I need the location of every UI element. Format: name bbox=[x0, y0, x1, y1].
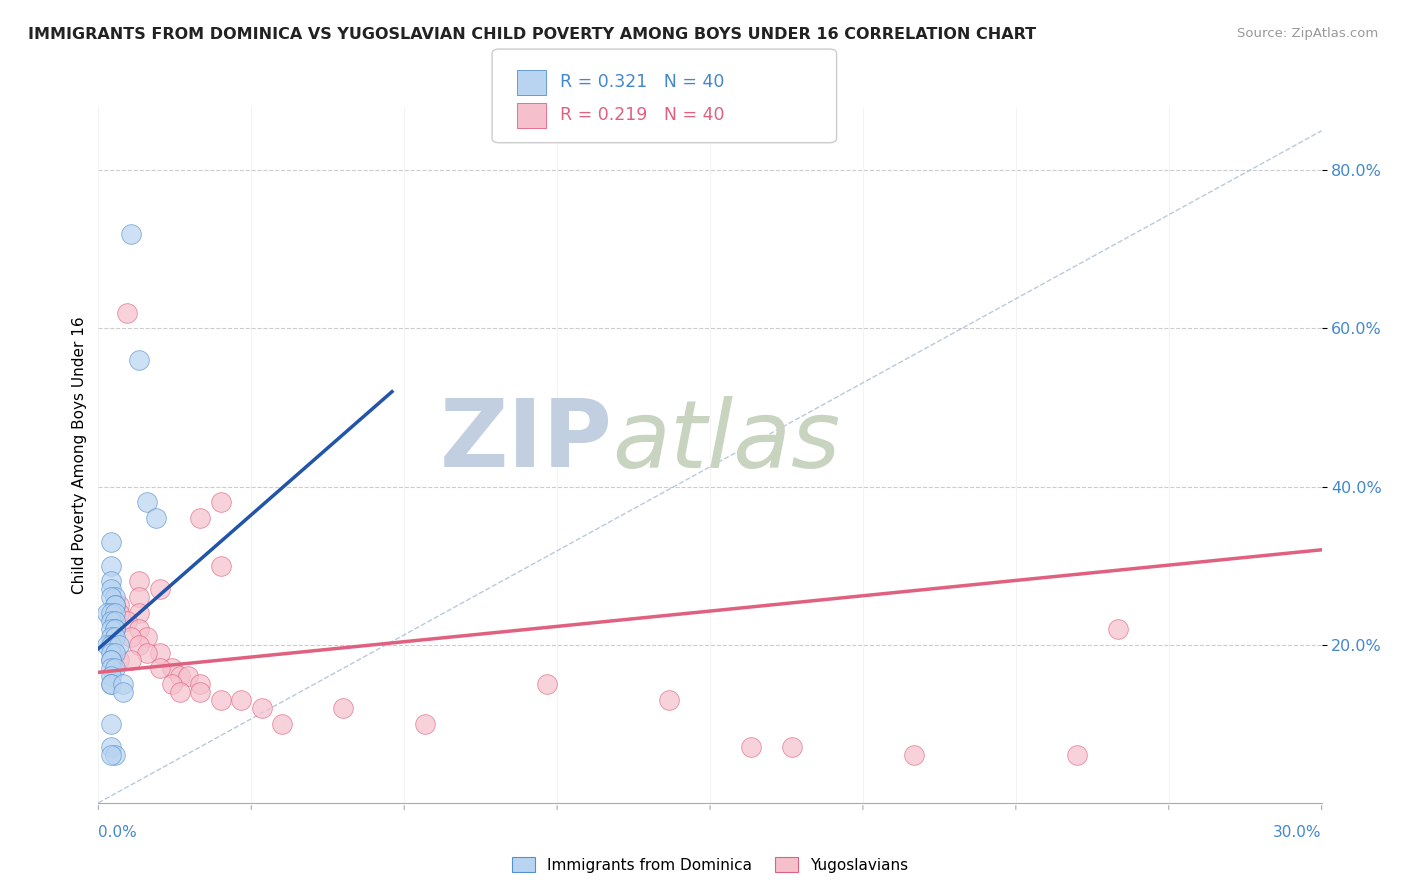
Point bbox=[120, 630, 142, 644]
Point bbox=[128, 606, 150, 620]
Point bbox=[903, 748, 925, 763]
Point bbox=[108, 638, 131, 652]
Point bbox=[160, 661, 183, 675]
Text: Source: ZipAtlas.com: Source: ZipAtlas.com bbox=[1237, 27, 1378, 40]
Point bbox=[145, 511, 167, 525]
Point bbox=[100, 558, 122, 573]
Point bbox=[177, 669, 200, 683]
Point bbox=[100, 622, 122, 636]
Point bbox=[188, 677, 212, 691]
Point bbox=[104, 622, 127, 636]
Point bbox=[128, 574, 150, 589]
Legend: Immigrants from Dominica, Yugoslavians: Immigrants from Dominica, Yugoslavians bbox=[506, 850, 914, 879]
Point bbox=[100, 716, 122, 731]
Point bbox=[128, 638, 150, 652]
Text: ZIP: ZIP bbox=[439, 395, 612, 487]
Point bbox=[413, 716, 436, 731]
Point bbox=[100, 748, 122, 763]
Point bbox=[1107, 622, 1129, 636]
Point bbox=[149, 646, 172, 660]
Y-axis label: Child Poverty Among Boys Under 16: Child Poverty Among Boys Under 16 bbox=[72, 316, 87, 594]
Point bbox=[100, 740, 122, 755]
Point bbox=[96, 638, 118, 652]
Point bbox=[209, 495, 232, 509]
Point bbox=[100, 534, 122, 549]
Point bbox=[104, 598, 127, 612]
Text: R = 0.321   N = 40: R = 0.321 N = 40 bbox=[560, 73, 724, 91]
Point bbox=[100, 638, 122, 652]
Point bbox=[104, 614, 127, 628]
Point bbox=[108, 606, 131, 620]
Point bbox=[160, 677, 183, 691]
Point bbox=[209, 558, 232, 573]
Point bbox=[100, 614, 122, 628]
Point bbox=[104, 606, 127, 620]
Point bbox=[658, 693, 681, 707]
Point bbox=[188, 511, 212, 525]
Text: IMMIGRANTS FROM DOMINICA VS YUGOSLAVIAN CHILD POVERTY AMONG BOYS UNDER 16 CORREL: IMMIGRANTS FROM DOMINICA VS YUGOSLAVIAN … bbox=[28, 27, 1036, 42]
Point bbox=[111, 677, 134, 691]
Text: 0.0%: 0.0% bbox=[98, 825, 138, 840]
Point bbox=[104, 598, 127, 612]
Point bbox=[115, 614, 138, 628]
Point bbox=[100, 646, 122, 660]
Point bbox=[100, 653, 122, 667]
Point bbox=[100, 653, 122, 667]
Point bbox=[104, 622, 127, 636]
Point bbox=[740, 740, 762, 755]
Point bbox=[270, 716, 294, 731]
Point bbox=[104, 748, 127, 763]
Point bbox=[100, 582, 122, 597]
Point bbox=[128, 622, 150, 636]
Point bbox=[100, 661, 122, 675]
Point bbox=[100, 669, 122, 683]
Point bbox=[1066, 748, 1088, 763]
Point bbox=[128, 353, 150, 368]
Point bbox=[104, 646, 127, 660]
Point bbox=[780, 740, 803, 755]
Point bbox=[149, 661, 172, 675]
Point bbox=[209, 693, 232, 707]
Point bbox=[536, 677, 558, 691]
Text: 30.0%: 30.0% bbox=[1274, 825, 1322, 840]
Point bbox=[111, 685, 134, 699]
Point bbox=[100, 677, 122, 691]
Point bbox=[96, 606, 118, 620]
Point bbox=[108, 653, 131, 667]
Point bbox=[104, 591, 127, 605]
Point bbox=[136, 630, 159, 644]
Text: R = 0.219   N = 40: R = 0.219 N = 40 bbox=[560, 106, 724, 124]
Point bbox=[250, 701, 273, 715]
Point bbox=[169, 669, 191, 683]
Point bbox=[128, 591, 150, 605]
Point bbox=[104, 661, 127, 675]
Point bbox=[120, 653, 142, 667]
Point bbox=[136, 495, 159, 509]
Point bbox=[231, 693, 253, 707]
Point bbox=[100, 677, 122, 691]
Point bbox=[108, 598, 131, 612]
Point bbox=[115, 305, 138, 319]
Point bbox=[188, 685, 212, 699]
Point bbox=[136, 646, 159, 660]
Point bbox=[100, 606, 122, 620]
Point bbox=[104, 630, 127, 644]
Point bbox=[120, 227, 142, 241]
Point bbox=[100, 630, 122, 644]
Point bbox=[100, 591, 122, 605]
Text: atlas: atlas bbox=[612, 395, 841, 486]
Point bbox=[149, 582, 172, 597]
Point bbox=[332, 701, 354, 715]
Point bbox=[169, 685, 191, 699]
Point bbox=[100, 574, 122, 589]
